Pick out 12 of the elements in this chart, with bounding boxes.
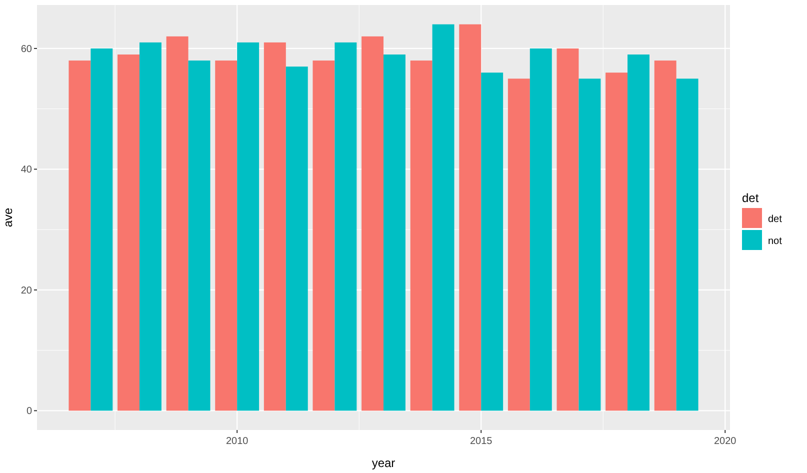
- y-tick-label: 20: [20, 285, 32, 296]
- y-axis-title: ave: [1, 208, 15, 228]
- y-tick-label: 60: [20, 44, 32, 55]
- x-tick-label: 2015: [470, 436, 493, 447]
- legend-label: not: [768, 236, 782, 247]
- legend-label: det: [768, 214, 782, 225]
- y-tick-label: 0: [26, 406, 32, 418]
- x-tick-label: 2020: [714, 436, 737, 447]
- legend-title: det: [742, 191, 760, 205]
- x-axis-title: year: [372, 456, 396, 470]
- x-tick-label: 2010: [226, 436, 249, 447]
- y-tick-label: 40: [20, 164, 32, 176]
